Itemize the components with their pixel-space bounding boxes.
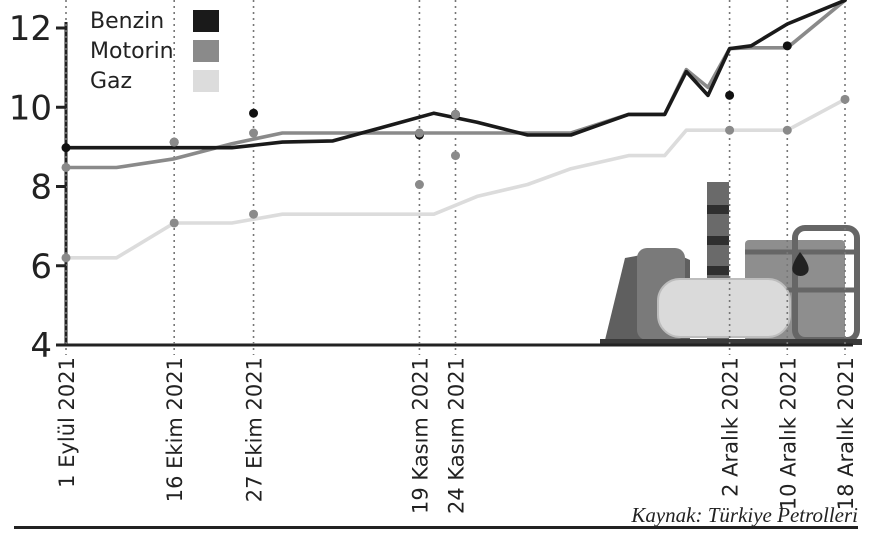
x-tick-label-18-aral-k-2021: 18 Aralık 2021	[834, 357, 858, 510]
marker-motorin-13	[782, 125, 792, 135]
x-tick-label-19-kas-m-2021: 19 Kasım 2021	[408, 357, 432, 514]
legend-swatch-motorin	[193, 40, 219, 62]
marker-benzin-2	[249, 108, 259, 118]
y-ticks: 4 6 8 10 12	[9, 9, 66, 366]
marker-benzin-0	[61, 143, 71, 153]
legend-swatch-benzin	[193, 10, 219, 32]
legend-swatch-gaz	[193, 70, 219, 92]
x-tick-label-1-eyl-l-2021: 1 Eylül 2021	[55, 357, 79, 488]
marker-gaz-16	[169, 218, 179, 228]
y-tick-label-8: 8	[30, 168, 52, 208]
marker-motorin-10	[414, 128, 424, 138]
marker-gaz-19	[451, 151, 460, 161]
marker-benzin-5	[725, 90, 735, 100]
y-tick-label-6: 6	[30, 247, 52, 287]
marker-motorin-8	[169, 137, 179, 147]
x-tick-label-16-ekim-2021: 16 Ekim 2021	[163, 357, 187, 502]
x-tick-label-24-kas-m-2021: 24 Kasım 2021	[445, 357, 469, 514]
marker-motorin-9	[249, 128, 259, 138]
y-tick-label-10: 10	[9, 88, 52, 128]
source-note: Kaynak: Türkiye Petrolleri	[631, 503, 858, 527]
marker-motorin-7	[61, 162, 71, 172]
series-line-benzin	[64, 0, 847, 150]
marker-gaz-15	[61, 253, 71, 263]
refinery-illustration	[600, 182, 862, 345]
legend-label-benzin: Benzin	[90, 9, 164, 34]
x-tick-label-2-aral-k-2021: 2 Aralık 2021	[719, 357, 743, 497]
data-markers	[61, 41, 850, 263]
date-guide-lines	[65, 0, 846, 355]
bottom-rule	[14, 526, 858, 529]
marker-motorin-12	[725, 125, 735, 135]
y-tick-label-12: 12	[9, 9, 52, 49]
legend-label-gaz: Gaz	[90, 69, 132, 94]
legend-label-motorin: Motorin	[90, 39, 174, 64]
marker-motorin-11	[451, 109, 460, 119]
y-tick-label-4: 4	[30, 326, 52, 366]
legend: Benzin Motorin Gaz	[90, 9, 219, 94]
marker-motorin-14	[840, 94, 850, 104]
x-tick-label-10-aral-k-2021: 10 Aralık 2021	[776, 357, 800, 510]
x-tick-label-27-ekim-2021: 27 Ekim 2021	[243, 357, 267, 502]
marker-gaz-18	[414, 180, 424, 190]
marker-gaz-17	[249, 209, 259, 219]
marker-benzin-6	[782, 41, 792, 51]
x-ticks: 1 Eylül 2021 16 Ekim 2021 27 Ekim 2021 19 K…	[55, 357, 858, 514]
axes	[64, 22, 853, 347]
